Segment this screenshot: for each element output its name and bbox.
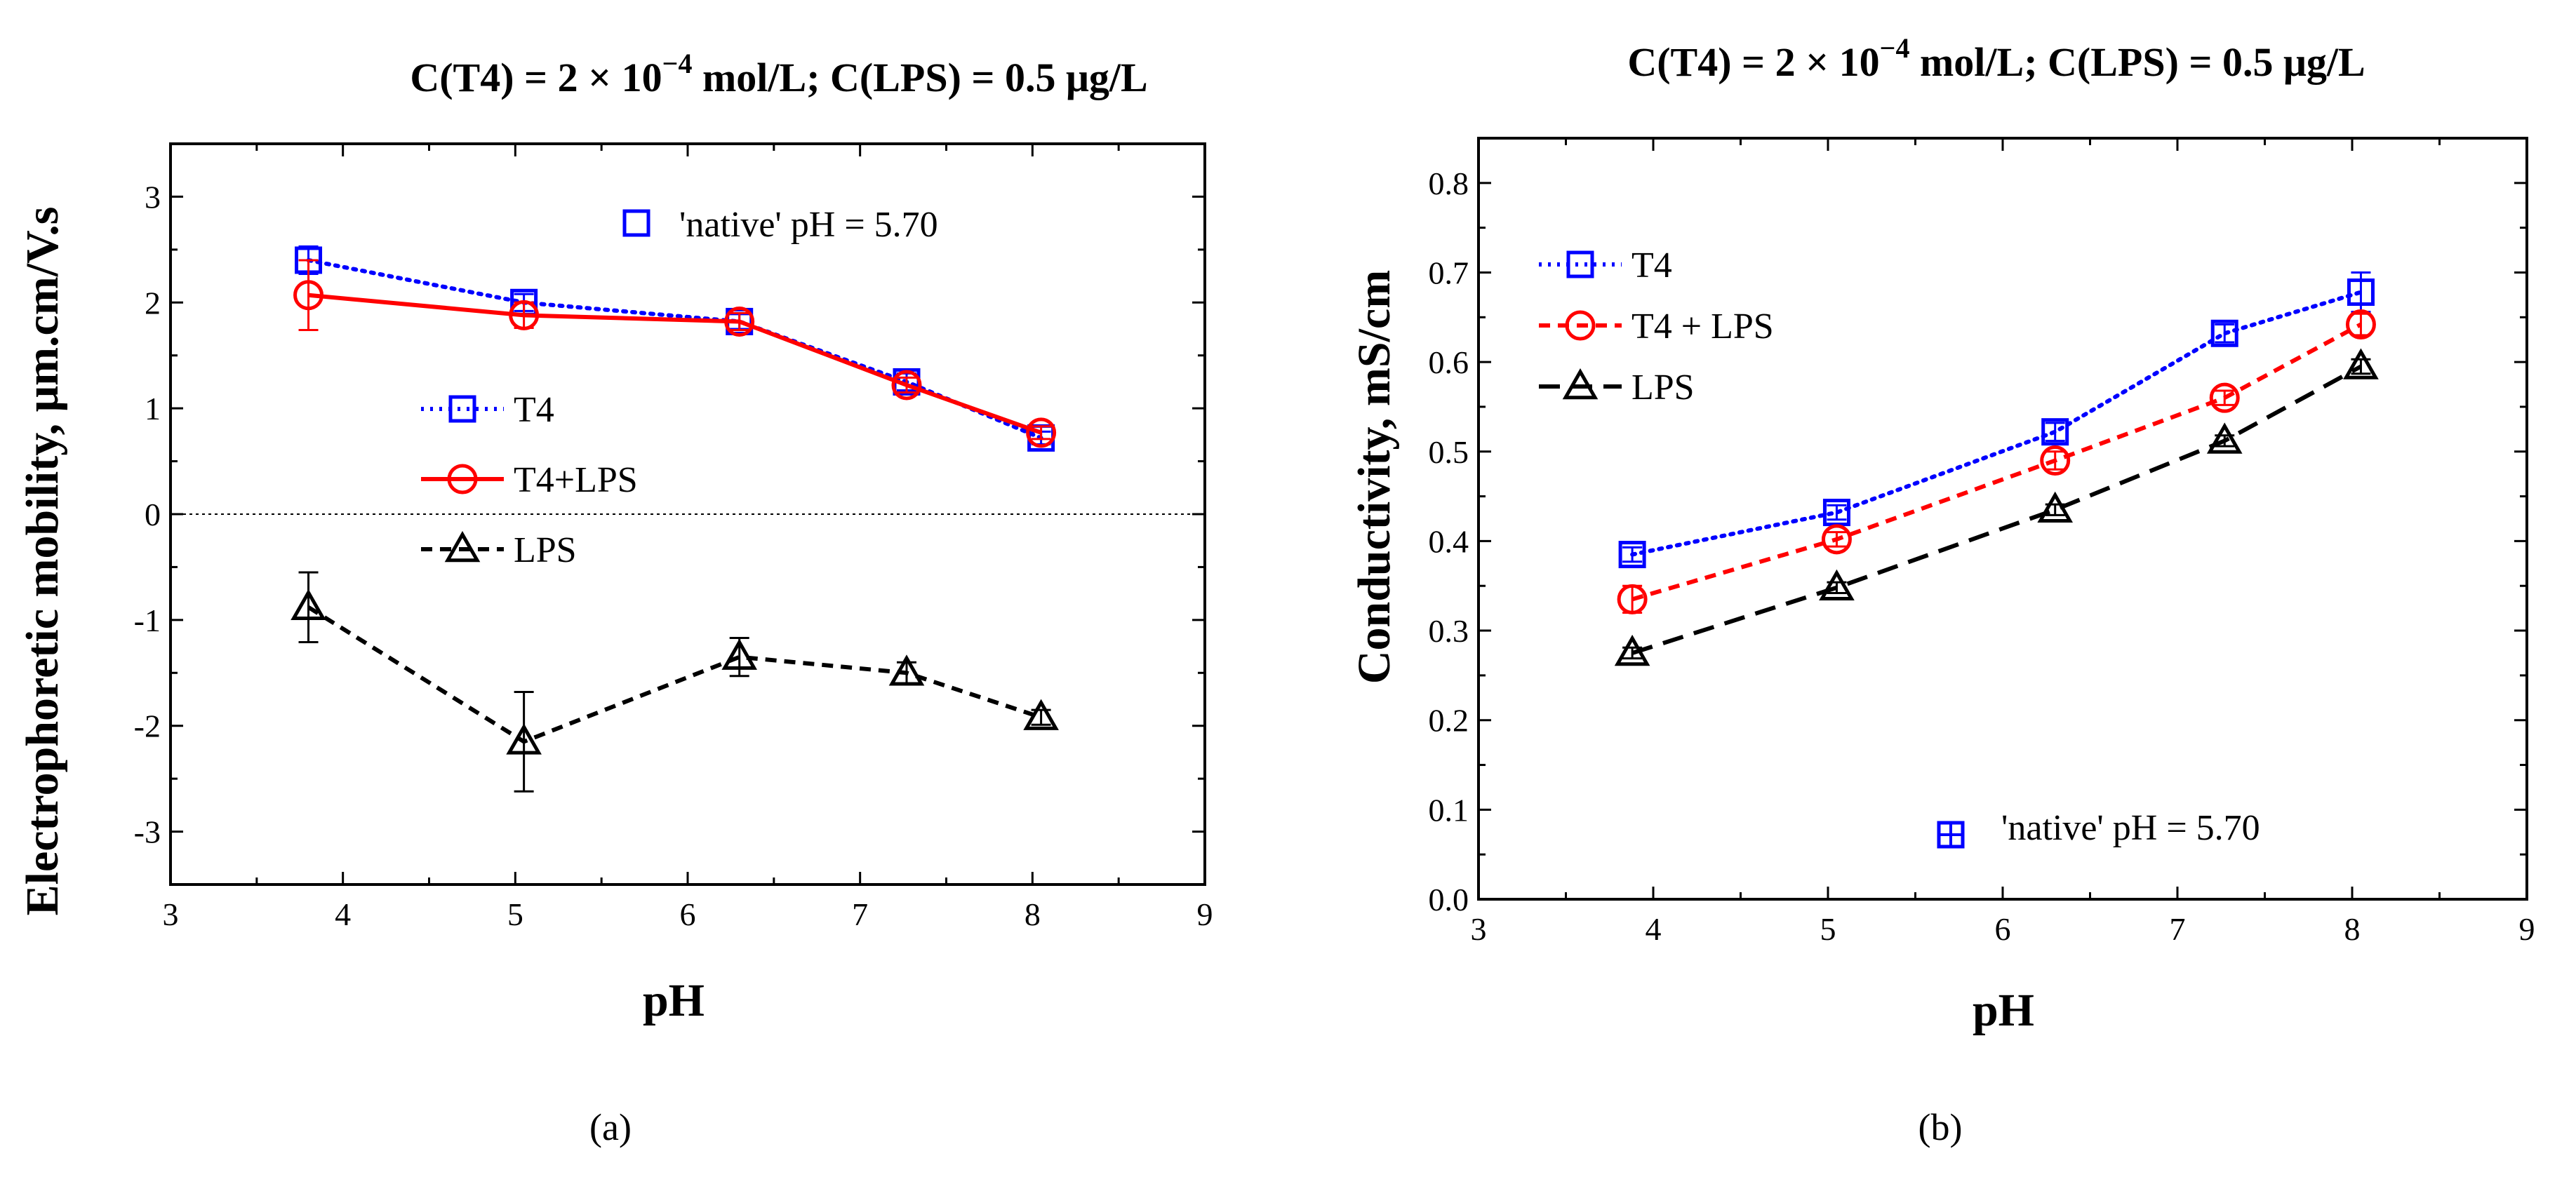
panel-a-series-lps-point bbox=[291, 588, 326, 621]
panel-b-legend-t4-label: T4 bbox=[1631, 246, 1672, 285]
panel-a-series-lps-point bbox=[1023, 699, 1059, 730]
panel-b: C(T4) = 2 × 10−4 mol/L; C(LPS) = 0.5 μg/… bbox=[1349, 32, 2535, 1148]
panel-a-legend-lps-marker bbox=[444, 530, 481, 563]
panel-b-y-tick-label: 0.1 bbox=[1429, 792, 1469, 828]
panel-a-legend-t4-lps-label: T4+LPS bbox=[514, 460, 638, 500]
panel-b-y-tick-label: 0.2 bbox=[1429, 703, 1469, 739]
panel-b-series-t4-point bbox=[2347, 278, 2375, 307]
panel-b-x-tick-label: 8 bbox=[2344, 911, 2361, 947]
panel-a-series-t4-lps-point bbox=[293, 280, 324, 311]
panel-b-title: C(T4) = 2 × 10−4 mol/L; C(LPS) = 0.5 μg/… bbox=[1627, 32, 2365, 85]
panel-a-series-t4-lps-point bbox=[724, 306, 755, 337]
panel-a-y-tick-label: -1 bbox=[134, 603, 161, 638]
panel-b-y-tick-label: 0.4 bbox=[1429, 523, 1469, 559]
panel-b-series-t4-lps-point bbox=[2040, 445, 2071, 476]
panel-a-x-tick-label: 9 bbox=[1197, 896, 1213, 932]
panel-a-native-marker: 'native' pH = 5.70 bbox=[622, 205, 938, 245]
panel-a-y-tick-label: -3 bbox=[134, 814, 161, 850]
panel-a-legend-lps-label: LPS bbox=[514, 530, 577, 570]
panel-a-x-tick-label: 7 bbox=[852, 896, 868, 932]
panel-a-series-t4-lps-point bbox=[1026, 417, 1057, 448]
panel-a-legend-t4-label: T4 bbox=[514, 390, 554, 430]
panel-a-series-lps-point bbox=[721, 638, 758, 670]
panel-b-series-lps-point bbox=[2206, 422, 2243, 454]
panel-b-ticks: 3 4 5 6 7 8 9 0.0 0.1 0.2 0.3 0.4 0.5 0.6 0.7 0.8 bbox=[1429, 138, 2535, 947]
panel-a-legend-t4-marker bbox=[448, 395, 476, 423]
panel-b-series bbox=[1614, 271, 2379, 666]
panel-a-x-axis-label: pH bbox=[643, 975, 705, 1026]
panel-b-legend-lps-label: LPS bbox=[1631, 368, 1695, 408]
panel-b-x-tick-label: 6 bbox=[1995, 911, 2011, 947]
panel-a-series-lps-point bbox=[506, 723, 542, 755]
panel-b-native-marker: 'native' pH = 5.70 bbox=[1937, 808, 2260, 849]
panel-b-series-lps-point bbox=[1819, 569, 1855, 601]
panel-b-series-lps-point bbox=[1614, 634, 1650, 666]
panel-a-native-ph-marker bbox=[622, 209, 650, 237]
panel-a-legend: T4 T4+LPS LPS bbox=[421, 390, 638, 570]
panel-b-y-tick-label: 0.5 bbox=[1429, 434, 1469, 470]
panel-a-y-tick-label: -2 bbox=[134, 708, 161, 744]
panel-a-legend-t4-lps-marker bbox=[447, 464, 478, 495]
panel-b-x-tick-label: 7 bbox=[2170, 911, 2186, 947]
panel-b-x-tick-label: 4 bbox=[1646, 911, 1662, 947]
panel-b-legend: T4 T4 + LPS LPS bbox=[1539, 246, 1774, 408]
panel-b-y-tick-label: 0.7 bbox=[1429, 255, 1469, 290]
panel-b-y-tick-label: 0.3 bbox=[1429, 613, 1469, 649]
panel-b-x-tick-label: 9 bbox=[2519, 911, 2535, 947]
panel-a: C(T4) = 2 × 10−4 mol/L; C(LPS) = 0.5 μg/… bbox=[17, 48, 1213, 1148]
panel-a-series bbox=[291, 245, 1059, 793]
panel-a-series-t4-lps-point bbox=[891, 370, 922, 401]
panel-b-plot-frame bbox=[1477, 137, 2528, 901]
panel-b-x-tick-label: 5 bbox=[1820, 911, 1836, 947]
panel-a-title: C(T4) = 2 × 10−4 mol/L; C(LPS) = 0.5 μg/… bbox=[410, 48, 1147, 100]
panel-a-x-tick-label: 3 bbox=[163, 896, 179, 932]
panel-b-series-t4-point bbox=[2210, 319, 2238, 347]
panel-b-caption: (b) bbox=[1918, 1106, 1963, 1148]
panel-b-native-ph-label: 'native' pH = 5.70 bbox=[2001, 808, 2260, 848]
panel-b-series-lps-point bbox=[2037, 491, 2074, 523]
panel-b-x-axis-label: pH bbox=[1973, 985, 2034, 1036]
panel-b-series-t4-point bbox=[1618, 541, 1646, 569]
panel-a-series-t4-lps-point bbox=[509, 300, 540, 330]
panel-b-y-axis-label: Conductivity, mS/cm bbox=[1349, 270, 1400, 684]
panel-b-legend-lps-marker bbox=[1562, 368, 1599, 400]
panel-a-x-tick-label: 6 bbox=[680, 896, 696, 932]
panel-a-x-tick-label: 4 bbox=[335, 896, 351, 932]
panel-b-series-lps-line bbox=[1631, 364, 2362, 655]
panel-b-y-tick-label: 0.8 bbox=[1429, 166, 1469, 201]
panel-a-y-tick-label: 3 bbox=[145, 179, 161, 215]
panel-a-native-ph-label: 'native' pH = 5.70 bbox=[679, 205, 938, 245]
panel-a-x-tick-label: 8 bbox=[1025, 896, 1041, 932]
panel-a-caption: (a) bbox=[589, 1106, 632, 1148]
panel-b-series-t4-point bbox=[2041, 418, 2069, 446]
panel-b-y-tick-label: 0.0 bbox=[1429, 882, 1469, 917]
panel-a-y-tick-label: 2 bbox=[145, 285, 161, 321]
panel-b-legend-t4-lps-label: T4 + LPS bbox=[1631, 307, 1774, 347]
panel-b-series-t4-lps-point bbox=[2209, 382, 2240, 413]
panel-a-plot-frame bbox=[169, 142, 1206, 886]
panel-b-y-tick-label: 0.6 bbox=[1429, 344, 1469, 380]
panel-b-legend-t4-marker bbox=[1566, 250, 1594, 278]
panel-a-x-tick-label: 5 bbox=[507, 896, 523, 932]
panel-b-x-tick-label: 3 bbox=[1471, 911, 1487, 947]
panel-a-series-lps-point bbox=[888, 654, 925, 686]
panel-b-series-t4-lps-point bbox=[1821, 524, 1852, 555]
panel-a-y-tick-label: 0 bbox=[145, 497, 161, 532]
panel-b-series-t4-lps-point bbox=[2345, 309, 2376, 340]
panel-b-series-t4-lps-point bbox=[1617, 584, 1648, 614]
panel-a-y-axis-label: Electrophoretic mobility, μm.cm/V.s bbox=[17, 207, 68, 916]
panel-a-y-tick-label: 1 bbox=[145, 391, 161, 426]
panel-b-series-lps-point bbox=[2343, 348, 2379, 379]
panel-b-legend-t4-lps-marker bbox=[1565, 310, 1596, 341]
